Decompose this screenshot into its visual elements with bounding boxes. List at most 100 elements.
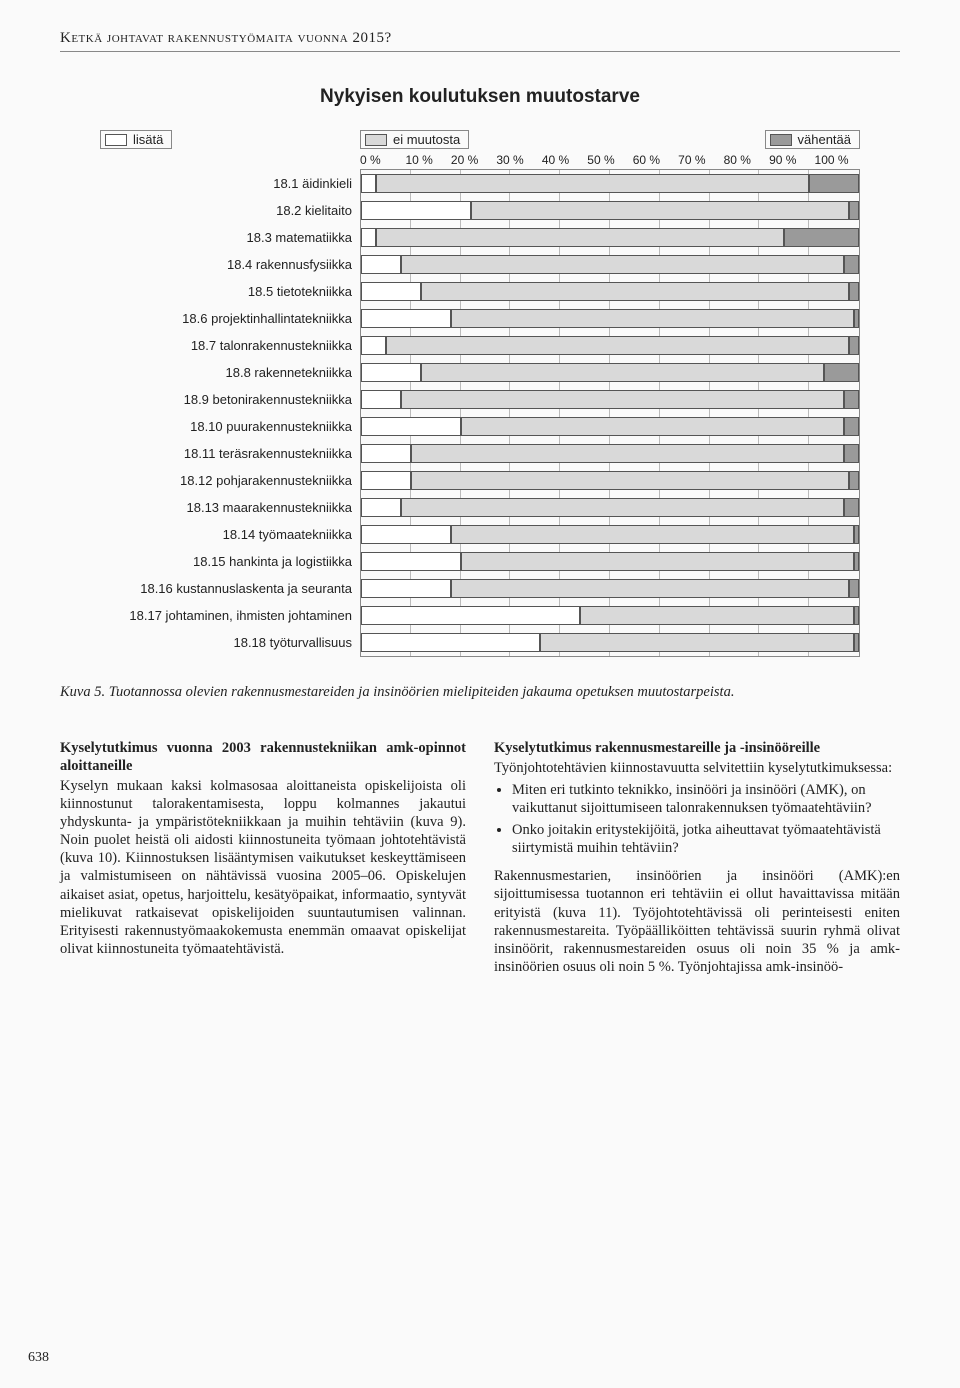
bar-row: 18.4 rakennusfysiikka — [100, 251, 860, 278]
bar-row: 18.9 betonirakennustekniikka — [100, 386, 860, 413]
bar-segment-s1 — [361, 282, 421, 301]
bar-segment-s2 — [451, 309, 854, 328]
bar-row: 18.18 työturvallisuus — [100, 629, 860, 656]
x-tick: 80 % — [724, 153, 769, 169]
bar-segment-s1 — [361, 498, 401, 517]
bar-segment-s3 — [849, 282, 859, 301]
bar-row: 18.17 johtaminen, ihmisten johtaminen — [100, 602, 860, 629]
bar-label: 18.14 työmaatekniikka — [100, 527, 360, 542]
x-tick: 30 % — [496, 153, 541, 169]
bar-segment-s3 — [844, 444, 859, 463]
bar-segment-s1 — [361, 309, 451, 328]
bar-segment-s2 — [461, 417, 844, 436]
bar-cell — [360, 359, 860, 386]
x-tick: 100 % — [815, 153, 860, 169]
legend-item-2: ei muutosta — [360, 130, 469, 149]
bar-cell — [360, 386, 860, 413]
bar-label: 18.18 työturvallisuus — [100, 635, 360, 650]
bar-segment-s2 — [580, 606, 854, 625]
bar-label: 18.13 maarakennustekniikka — [100, 500, 360, 515]
bar-segment-s3 — [824, 363, 859, 382]
chart-title: Nykyisen koulutuksen muutostarve — [60, 86, 900, 108]
bar-label: 18.5 tietotekniikka — [100, 284, 360, 299]
bar-rows: 18.1 äidinkieli18.2 kielitaito18.3 matem… — [100, 170, 860, 656]
right-body2: Rakennusmestarien, insinöörien ja insinö… — [494, 867, 900, 976]
bar-segment-s3 — [854, 606, 859, 625]
x-tick: 20 % — [451, 153, 496, 169]
bar-segment-s2 — [421, 282, 849, 301]
bar-label: 18.7 talonrakennustekniikka — [100, 338, 360, 353]
bar-cell — [360, 413, 860, 440]
bar-segment-s2 — [461, 552, 854, 571]
x-tick: 0 % — [360, 153, 405, 169]
bar-row: 18.7 talonrakennustekniikka — [100, 332, 860, 359]
bar-label: 18.10 puurakennustekniikka — [100, 419, 360, 434]
legend-swatch-1 — [105, 134, 127, 146]
x-tick: 10 % — [405, 153, 450, 169]
chart-header-row: lisätä ei muutosta vähentää 0 %10 %20 %3… — [100, 130, 860, 170]
bullet-item: Onko joitakin eritystekijöitä, jotka aih… — [512, 821, 900, 857]
bar-row: 18.12 pohjarakennustekniikka — [100, 467, 860, 494]
x-tick: 40 % — [542, 153, 587, 169]
bar-row: 18.11 teräsrakennustekniikka — [100, 440, 860, 467]
bar-cell — [360, 629, 860, 656]
bar-cell — [360, 467, 860, 494]
bar-label: 18.16 kustannuslaskenta ja seuranta — [100, 581, 360, 596]
bar-segment-s2 — [411, 471, 849, 490]
bar-label: 18.8 rakennetekniikka — [100, 365, 360, 380]
bar-segment-s2 — [386, 336, 849, 355]
running-head: Ketkä johtavat rakennustyömaita vuonna 2… — [60, 30, 900, 52]
bar-cell — [360, 251, 860, 278]
bar-cell — [360, 602, 860, 629]
bar-segment-s1 — [361, 579, 451, 598]
bar-segment-s1 — [361, 228, 376, 247]
left-column: Kyselytutkimus vuonna 2003 rakennustekni… — [60, 739, 466, 987]
bar-segment-s2 — [451, 525, 854, 544]
legend-label-2: ei muutosta — [393, 132, 460, 147]
bar-segment-s1 — [361, 471, 411, 490]
left-heading: Kyselytutkimus vuonna 2003 rakennustekni… — [60, 739, 466, 775]
bar-row: 18.8 rakennetekniikka — [100, 359, 860, 386]
bar-label: 18.12 pohjarakennustekniikka — [100, 473, 360, 488]
legend-item-3: vähentää — [765, 130, 861, 149]
bar-segment-s2 — [421, 363, 824, 382]
bar-cell — [360, 575, 860, 602]
left-body: Kyselyn mukaan kaksi kolmasosaa aloittan… — [60, 777, 466, 958]
bar-cell — [360, 332, 860, 359]
bar-segment-s1 — [361, 255, 401, 274]
legend-label-3: vähentää — [798, 132, 852, 147]
bar-row: 18.14 työmaatekniikka — [100, 521, 860, 548]
x-axis: 0 %10 %20 %30 %40 %50 %60 %70 %80 %90 %1… — [360, 153, 860, 170]
bar-segment-s2 — [401, 390, 844, 409]
x-tick: 50 % — [587, 153, 632, 169]
bar-row: 18.15 hankinta ja logistiikka — [100, 548, 860, 575]
page-number: 638 — [28, 1350, 49, 1366]
bar-label: 18.6 projektinhallintatekniikka — [100, 311, 360, 326]
bar-segment-s3 — [784, 228, 859, 247]
bar-label: 18.1 äidinkieli — [100, 176, 360, 191]
right-heading: Kyselytutkimus rakennusmestareille ja -i… — [494, 739, 900, 757]
bar-row: 18.1 äidinkieli — [100, 170, 860, 197]
bar-segment-s3 — [849, 201, 859, 220]
bar-label: 18.3 matematiikka — [100, 230, 360, 245]
x-tick: 70 % — [678, 153, 723, 169]
bar-segment-s2 — [376, 228, 784, 247]
bar-segment-s2 — [451, 579, 849, 598]
bar-row: 18.5 tietotekniikka — [100, 278, 860, 305]
bar-segment-s3 — [844, 498, 859, 517]
bar-segment-s2 — [376, 174, 809, 193]
bar-segment-s3 — [854, 633, 859, 652]
bar-segment-s3 — [844, 417, 859, 436]
bar-row: 18.3 matematiikka — [100, 224, 860, 251]
bar-row: 18.13 maarakennustekniikka — [100, 494, 860, 521]
bar-segment-s3 — [809, 174, 859, 193]
legend-swatch-2 — [365, 134, 387, 146]
bar-label: 18.9 betonirakennustekniikka — [100, 392, 360, 407]
bar-cell — [360, 224, 860, 251]
bar-segment-s2 — [401, 255, 844, 274]
bar-cell — [360, 440, 860, 467]
bar-cell — [360, 521, 860, 548]
bar-segment-s3 — [844, 255, 859, 274]
bar-segment-s1 — [361, 606, 580, 625]
bar-row: 18.6 projektinhallintatekniikka — [100, 305, 860, 332]
